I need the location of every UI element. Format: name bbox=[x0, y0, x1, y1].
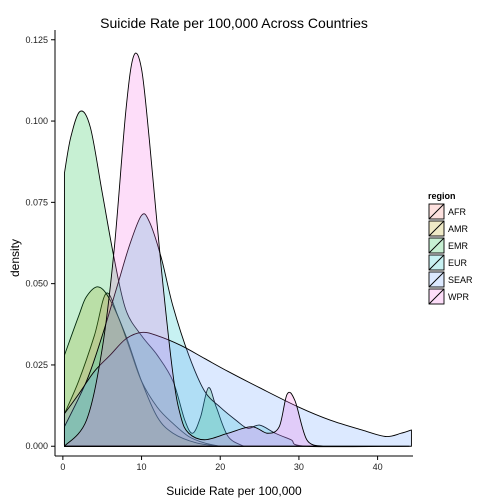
legend-label-emr: EMR bbox=[448, 241, 469, 251]
legend-key-slash bbox=[428, 254, 445, 271]
y-tick-label: 0.125 bbox=[25, 35, 48, 45]
density-area-sear bbox=[63, 331, 412, 447]
legend-key-slash bbox=[428, 203, 445, 220]
legend-label-eur: EUR bbox=[448, 258, 468, 268]
x-axis: 0 10 20 30 40 bbox=[55, 455, 413, 472]
density-area-wpr bbox=[63, 52, 323, 447]
x-tick-label: 0 bbox=[60, 462, 65, 472]
y-tick-label: 0.050 bbox=[25, 279, 48, 289]
x-axis-title: Suicide Rate per 100,000 bbox=[166, 484, 302, 498]
y-tick-label: 0.025 bbox=[25, 360, 48, 370]
density-area-eur bbox=[63, 213, 410, 448]
y-axis-title: density bbox=[8, 239, 22, 277]
legend-label-afr: AFR bbox=[448, 207, 467, 217]
x-tick-label: 40 bbox=[373, 462, 383, 472]
legend-label-amr: AMR bbox=[448, 224, 469, 234]
y-tick-label: 0.100 bbox=[25, 116, 48, 126]
x-tick-label: 10 bbox=[137, 462, 147, 472]
y-axis: 0.000 0.025 0.050 0.075 0.100 0.125 bbox=[25, 30, 56, 456]
legend: region AFR AMR EMR EUR SEAR WPR bbox=[428, 191, 473, 305]
legend-label-wpr: WPR bbox=[448, 292, 469, 302]
legend-key-slash bbox=[428, 271, 445, 288]
legend-key-slash bbox=[428, 220, 445, 237]
y-tick-label: 0.075 bbox=[25, 197, 48, 207]
legend-label-sear: SEAR bbox=[448, 275, 473, 285]
legend-title: region bbox=[428, 191, 456, 201]
x-tick-label: 20 bbox=[215, 462, 225, 472]
density-area-amr bbox=[63, 286, 221, 447]
y-tick-label: 0.000 bbox=[25, 441, 48, 451]
x-tick-label: 30 bbox=[294, 462, 304, 472]
legend-key-slash bbox=[428, 288, 445, 305]
plot-area bbox=[63, 52, 412, 448]
chart-title: Suicide Rate per 100,000 Across Countrie… bbox=[100, 15, 368, 31]
density-area-emr bbox=[63, 110, 245, 447]
legend-key-slash bbox=[428, 237, 445, 254]
